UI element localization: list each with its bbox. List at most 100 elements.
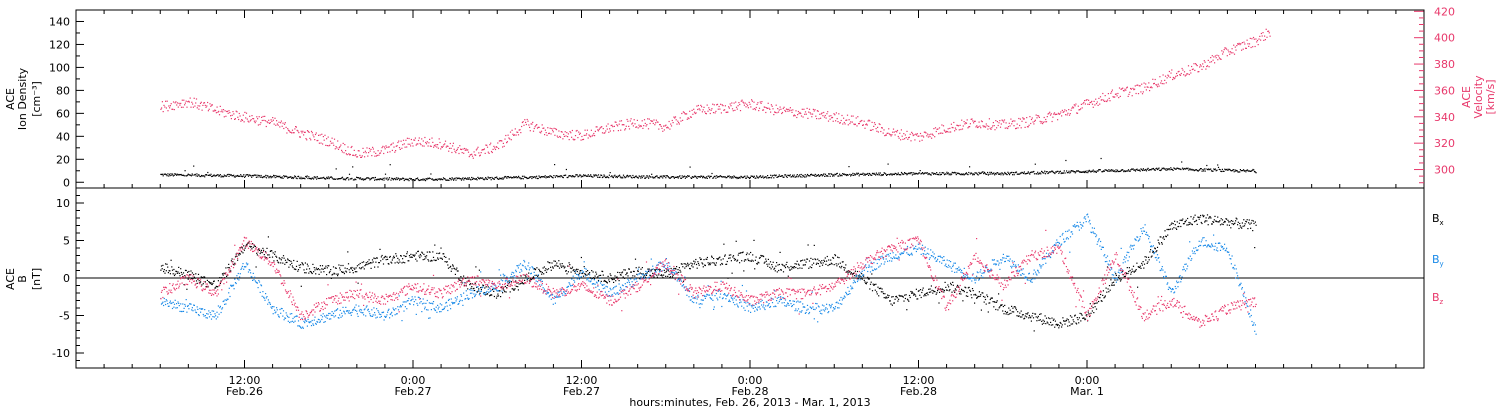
data-point	[471, 290, 472, 291]
data-point	[199, 308, 200, 309]
data-point	[259, 250, 260, 251]
data-point	[301, 318, 302, 319]
data-point	[898, 173, 899, 174]
data-point	[1084, 172, 1085, 173]
data-point	[648, 128, 649, 129]
data-point	[394, 152, 395, 153]
data-point	[617, 177, 618, 178]
data-point	[643, 175, 644, 176]
data-point	[1268, 31, 1269, 32]
data-point	[800, 113, 801, 114]
data-point	[429, 139, 430, 140]
data-point	[705, 177, 706, 178]
data-point	[594, 135, 595, 136]
data-point	[830, 264, 831, 265]
data-point	[382, 147, 383, 148]
data-point	[852, 175, 853, 176]
data-point	[437, 180, 438, 181]
data-point	[858, 278, 859, 279]
data-point	[778, 176, 779, 177]
data-point	[1044, 171, 1045, 172]
data-point	[569, 262, 570, 263]
data-point	[833, 121, 834, 122]
data-point	[456, 269, 457, 270]
data-point	[1251, 38, 1252, 39]
data-point	[204, 309, 205, 310]
data-point	[562, 132, 563, 133]
data-point	[399, 306, 400, 307]
data-point	[524, 280, 525, 281]
data-point	[927, 134, 928, 135]
data-point	[1188, 65, 1189, 66]
data-point	[1176, 229, 1177, 230]
data-point	[427, 141, 428, 142]
data-point	[798, 111, 799, 112]
data-point	[1054, 112, 1055, 113]
data-point	[1248, 46, 1249, 47]
data-point	[1012, 174, 1013, 175]
data-point	[652, 273, 653, 274]
data-point	[703, 109, 704, 110]
data-point	[401, 320, 402, 321]
data-point	[1247, 228, 1248, 229]
data-point	[489, 144, 490, 145]
data-point	[692, 114, 693, 115]
data-point	[733, 177, 734, 178]
data-point	[1171, 222, 1172, 223]
data-point	[466, 148, 467, 149]
data-point	[216, 312, 217, 313]
data-point	[576, 269, 577, 270]
data-point	[751, 261, 752, 262]
data-point	[193, 166, 194, 167]
data-point	[512, 130, 513, 131]
data-point	[304, 322, 305, 323]
data-point	[1220, 59, 1221, 60]
data-point	[1270, 36, 1271, 37]
data-point	[1128, 96, 1129, 97]
data-point	[205, 107, 206, 108]
data-point	[286, 132, 287, 133]
data-point	[445, 306, 446, 307]
data-point	[949, 128, 950, 129]
data-point	[960, 291, 961, 292]
data-point	[518, 267, 519, 268]
data-point	[1212, 171, 1213, 172]
data-point	[1191, 66, 1192, 67]
data-point	[675, 116, 676, 117]
data-point	[1219, 221, 1220, 222]
data-point	[642, 128, 643, 129]
data-point	[506, 178, 507, 179]
data-point	[237, 278, 238, 279]
data-point	[801, 174, 802, 175]
data-point	[1046, 121, 1047, 122]
data-point	[1201, 168, 1202, 169]
data-point	[245, 117, 246, 118]
data-point	[751, 99, 752, 100]
data-point	[906, 173, 907, 174]
data-point	[179, 103, 180, 104]
data-point	[250, 120, 251, 121]
data-point	[1133, 266, 1134, 267]
data-point	[286, 262, 287, 263]
data-point	[228, 264, 229, 265]
data-point	[389, 317, 390, 318]
data-point	[864, 121, 865, 122]
data-point	[360, 263, 361, 264]
data-point	[866, 283, 867, 284]
data-point	[183, 100, 184, 101]
data-point	[261, 250, 262, 251]
data-point	[853, 175, 854, 176]
data-point	[1102, 93, 1103, 94]
data-point	[211, 319, 212, 320]
data-point	[538, 178, 539, 179]
data-point	[1098, 301, 1099, 302]
data-point	[627, 119, 628, 120]
data-point	[388, 264, 389, 265]
data-point	[788, 267, 789, 268]
data-point	[821, 174, 822, 175]
data-point	[856, 125, 857, 126]
data-point	[614, 279, 615, 280]
data-point	[470, 179, 471, 180]
data-point	[1016, 315, 1017, 316]
data-point	[566, 270, 567, 271]
